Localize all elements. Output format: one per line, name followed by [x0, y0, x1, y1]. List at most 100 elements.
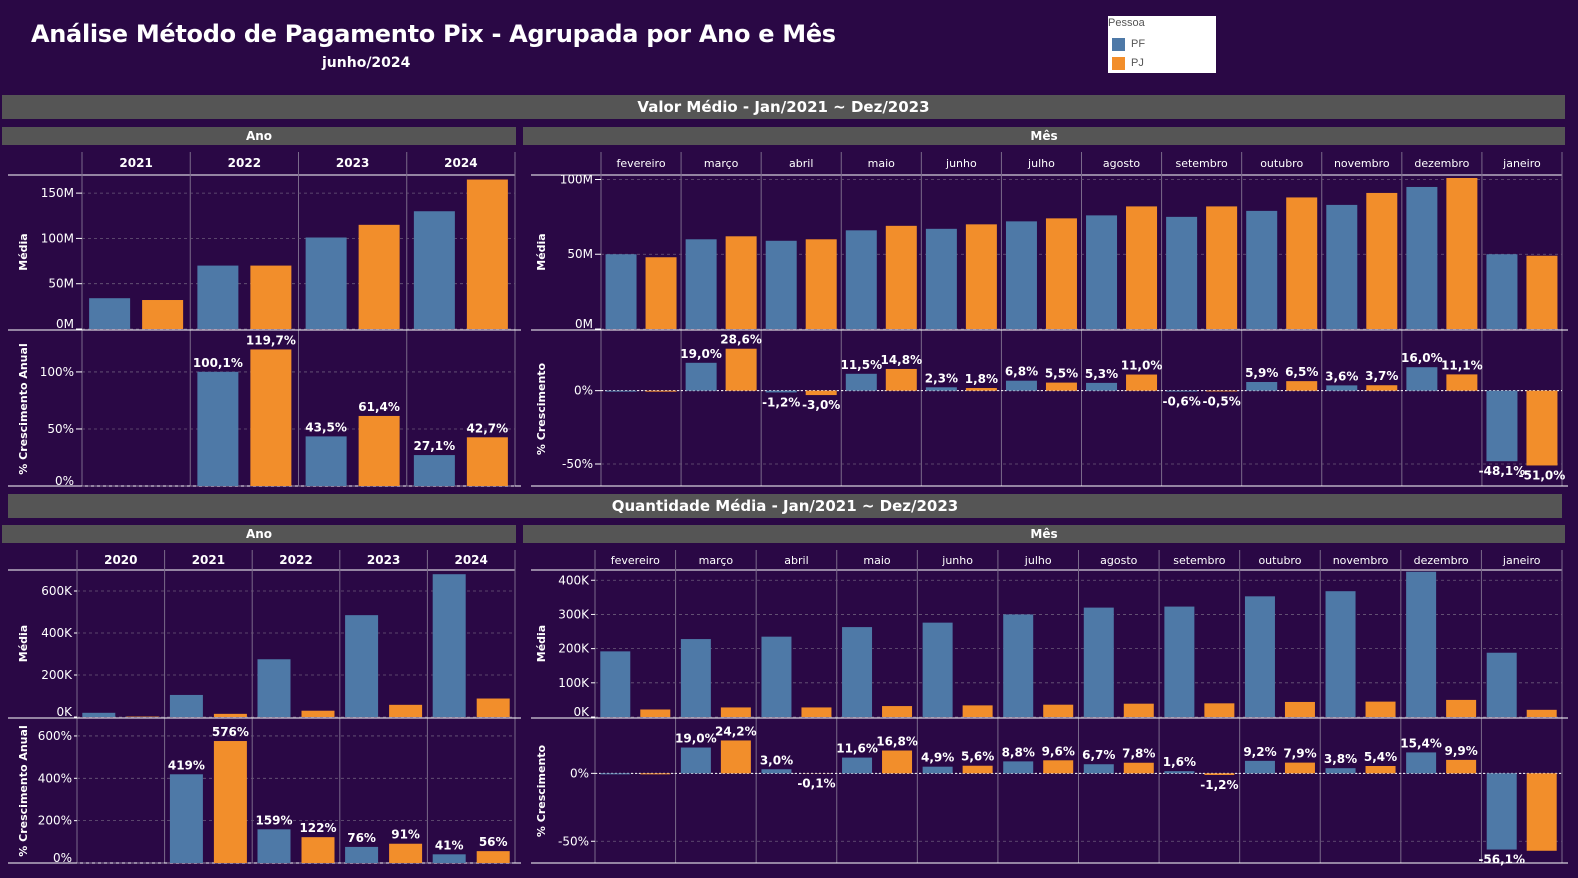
bar-top-pf-outubro: [1246, 210, 1278, 329]
bar-bottom-pj-setembro: [1206, 390, 1238, 392]
data-label-pj: 11,0%: [1121, 359, 1163, 373]
data-label-pj: 5,4%: [1364, 750, 1397, 764]
bar-top-pj-fevereiro: [640, 709, 671, 717]
legend-item-pj[interactable]: PJ: [1112, 56, 1144, 70]
legend[interactable]: Pessoa PF PJ: [1108, 16, 1216, 73]
data-label-pf: -48,1%: [1479, 464, 1526, 478]
bar-top-pj-março: [725, 236, 757, 329]
data-label-pf: 16,0%: [1401, 351, 1443, 365]
column-header-março: março: [704, 157, 739, 170]
bar-bottom-pf-fevereiro: [605, 390, 637, 392]
data-label-pf: 27,1%: [414, 439, 456, 453]
column-header-março: março: [699, 554, 734, 567]
column-header-julho: julho: [1027, 157, 1055, 170]
tick-label-top: 400K: [41, 626, 73, 640]
tick-label-bottom: 0%: [574, 384, 593, 398]
data-label-pf: 159%: [255, 813, 292, 827]
bar-bottom-pf-maio: [845, 373, 877, 391]
bar-top-pj-dezembro: [1446, 699, 1477, 717]
tick-label-bottom: 100%: [40, 365, 74, 379]
bar-top-pj-novembro: [1366, 192, 1398, 329]
bar-top-pj-junho: [962, 705, 993, 717]
y-axis-label-top: Média: [535, 625, 548, 662]
data-label-pf: 8,8%: [1002, 745, 1035, 759]
y-axis-label-bottom: % Crescimento: [535, 362, 548, 455]
column-header-julho: julho: [1024, 554, 1052, 567]
column-header-maio: maio: [868, 157, 896, 170]
data-label-pj: 9,6%: [1042, 744, 1075, 758]
bar-bottom-pj-outubro: [1286, 381, 1318, 391]
bar-bottom-pj-setembro: [1204, 773, 1235, 775]
column-header-janeiro: janeiro: [1502, 554, 1541, 567]
bar-top-pf-2021: [89, 298, 131, 329]
bar-top-pj-2024: [476, 698, 510, 717]
data-label-pj: 11,1%: [1441, 358, 1483, 372]
data-label-pj: 42,7%: [467, 421, 509, 435]
bar-bottom-pj-fevereiro: [640, 773, 671, 775]
bar-bottom-pf-2024: [432, 854, 466, 863]
bar-top-pj-janeiro: [1526, 709, 1557, 717]
column-header-setembro: setembro: [1175, 157, 1228, 170]
column-header-outubro: outubro: [1258, 554, 1301, 567]
bar-bottom-pf-2023: [305, 436, 347, 486]
data-label-pf: 11,5%: [840, 358, 882, 372]
bar-bottom-pf-junho: [925, 387, 957, 391]
data-label-pf: 3,0%: [760, 753, 793, 767]
data-label-pj: 56%: [479, 835, 508, 849]
bar-top-pj-agosto: [1126, 206, 1158, 329]
tick-label-top: 0M: [56, 317, 74, 331]
bar-bottom-pf-julho: [1005, 380, 1037, 391]
tick-label-bottom: -50%: [562, 457, 593, 471]
bar-top-pj-setembro: [1206, 206, 1238, 329]
column-header-2023: 2023: [336, 156, 369, 170]
tick-label-bottom: -50%: [558, 834, 589, 848]
data-label-pf: 6,8%: [1005, 365, 1038, 379]
data-label-pj: 6,5%: [1285, 365, 1318, 379]
tick-label-top: 300K: [558, 607, 590, 621]
y-axis-label-bottom: % Crescimento Anual: [17, 725, 30, 856]
bar-top-pf-abril: [765, 240, 797, 329]
bar-top-pj-2023: [358, 224, 400, 329]
legend-item-pf[interactable]: PF: [1112, 37, 1145, 51]
bar-top-pf-maio: [845, 230, 877, 329]
bar-bottom-pj-agosto: [1126, 374, 1158, 391]
pane-header-quantidade-ano: Ano: [2, 525, 516, 543]
tick-label-top: 0M: [575, 317, 593, 331]
bar-top-pj-julho: [1045, 218, 1077, 329]
bar-top-pf-junho: [925, 228, 957, 329]
column-header-2022: 2022: [279, 553, 312, 567]
bar-bottom-pj-2023: [389, 843, 423, 863]
data-label-pj: 1,8%: [965, 372, 998, 386]
bar-top-pj-janeiro: [1526, 255, 1558, 329]
bar-bottom-pj-2022: [301, 837, 335, 863]
bar-bottom-pj-2024: [476, 851, 510, 863]
bar-top-pf-outubro: [1244, 596, 1275, 717]
bar-bottom-pj-junho: [965, 388, 997, 391]
chart-valor-mes: fevereiro março abril maio junho julho agosto s…: [531, 152, 1568, 487]
pane-header-quantidade-mes: Mês: [523, 525, 1565, 543]
data-label-pj: -3,0%: [802, 398, 840, 412]
bar-bottom-pf-junho: [922, 766, 953, 774]
chart-quantidade-ano: 2020 2021 2022 2023 2024 Média 0K 200K 400K 600K%…: [8, 550, 521, 865]
tick-label-top: 100K: [558, 676, 590, 690]
bar-top-pf-novembro: [1325, 591, 1356, 717]
bar-top-pf-janeiro: [1486, 254, 1518, 329]
bar-top-pj-maio: [882, 706, 913, 717]
bar-top-pf-setembro: [1164, 606, 1195, 717]
tick-label-bottom: 0%: [570, 766, 589, 780]
bar-top-pj-2022: [250, 265, 292, 329]
column-header-abril: abril: [784, 554, 808, 567]
data-label-pf: 19,0%: [680, 347, 722, 361]
tick-label-bottom: 0%: [55, 474, 74, 488]
bar-top-pf-2020: [82, 712, 116, 717]
tick-label-top: 200K: [558, 642, 590, 656]
bar-top-pj-abril: [801, 707, 832, 717]
page-subtitle: junho/2024: [322, 55, 411, 71]
bar-bottom-pj-janeiro: [1526, 773, 1557, 851]
bar-bottom-pf-maio: [842, 757, 873, 774]
bar-top-pf-dezembro: [1406, 571, 1437, 717]
bar-bottom-pf-agosto: [1083, 764, 1114, 774]
bar-bottom-pf-fevereiro: [600, 773, 631, 775]
data-label-pj: 91%: [391, 828, 420, 842]
column-header-setembro: setembro: [1173, 554, 1226, 567]
